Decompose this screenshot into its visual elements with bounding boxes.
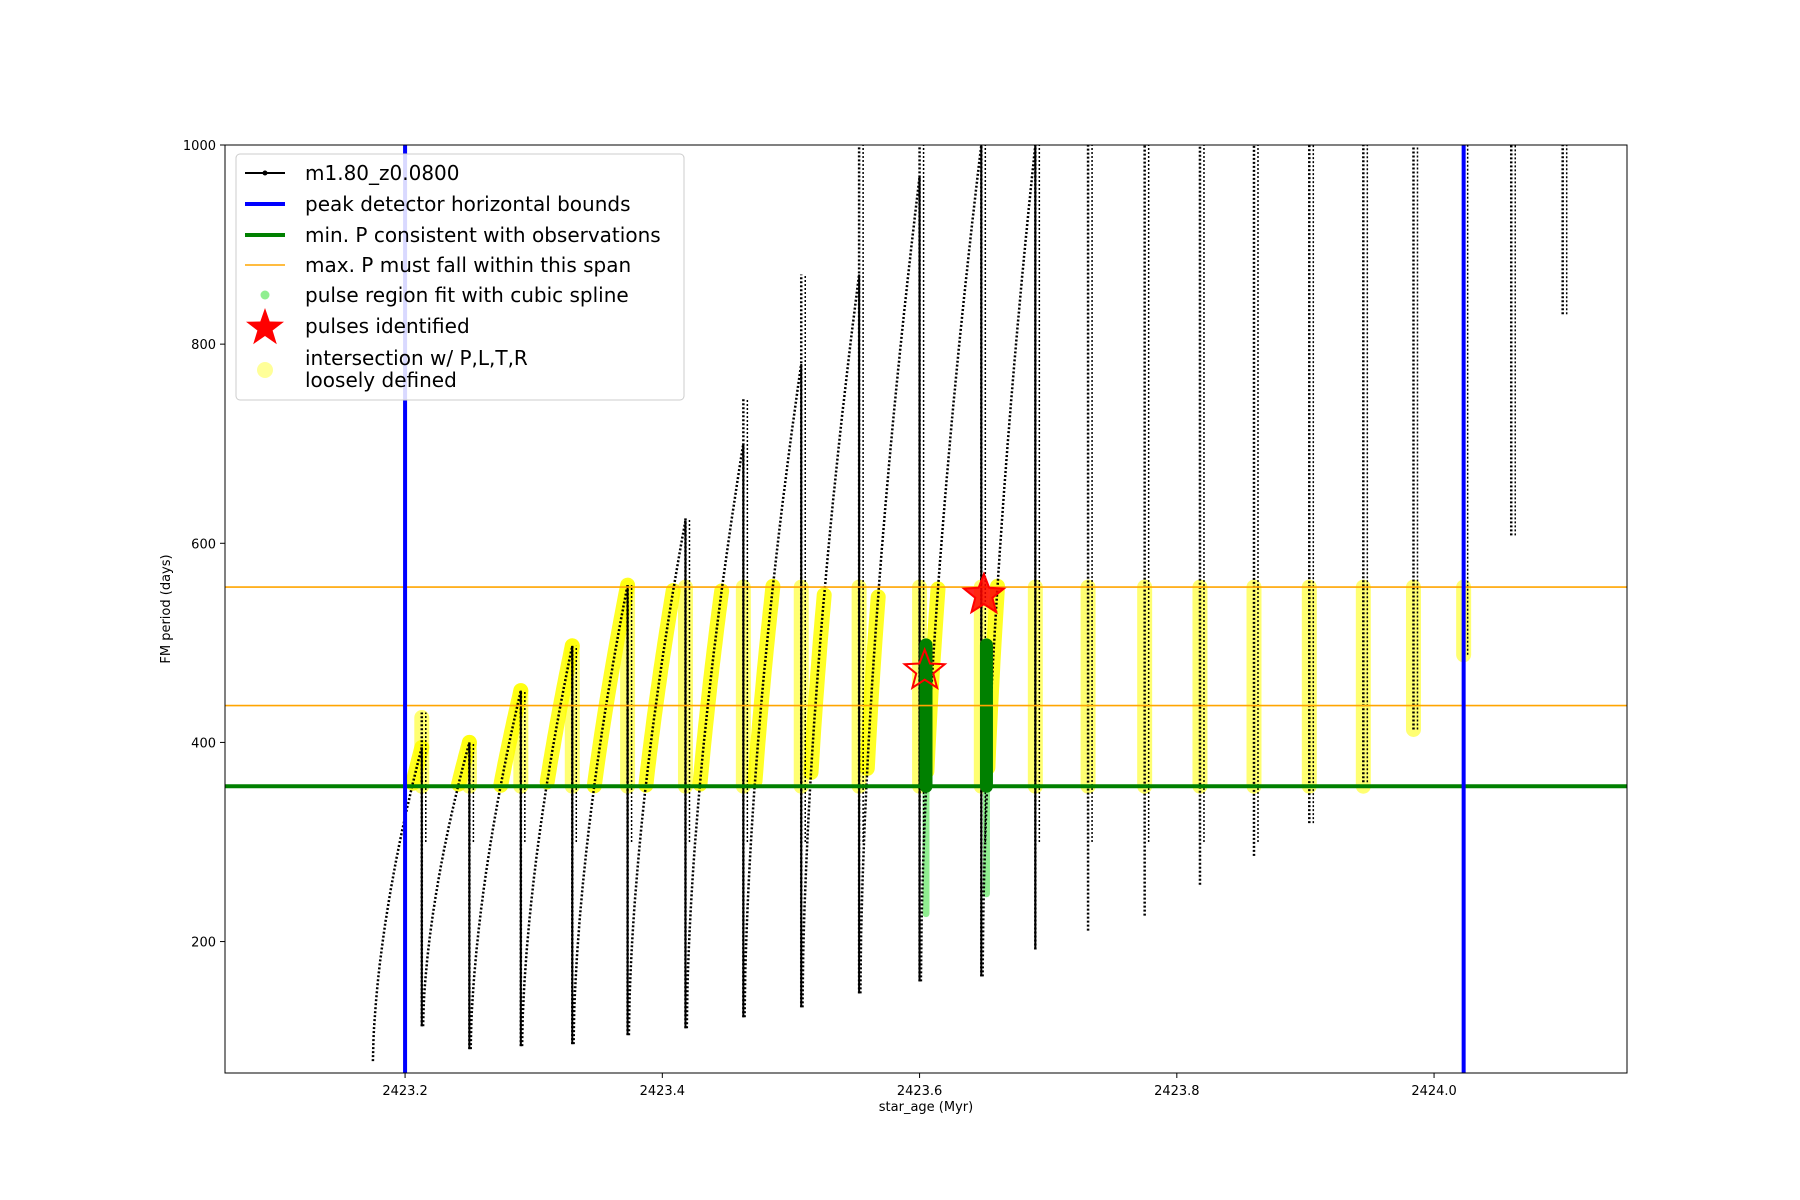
pulse-identified-star-fill (963, 574, 1004, 612)
legend-label: intersection w/ P,L,T,R (305, 346, 528, 370)
x-tick-label: 2423.8 (1154, 1084, 1200, 1099)
model-track-arc (685, 443, 745, 1029)
yellow-intersection-arc (747, 578, 781, 789)
yellow-intersection-arc (692, 583, 730, 792)
x-tick-label: 2423.6 (897, 1084, 943, 1099)
plot-frame (224, 144, 1628, 1074)
pulse-identified-star (902, 646, 948, 690)
legend-label: min. P consistent with observations (305, 223, 661, 247)
model-track-arc (520, 645, 574, 1047)
legend-swatch-dot (262, 170, 268, 176)
model-track-arc (572, 584, 629, 1045)
legend-label: max. P must fall within this span (305, 253, 631, 277)
x-tick-label: 2423.2 (382, 1084, 428, 1099)
y-tick-label: 600 (191, 537, 216, 552)
yellow-intersection-arc (859, 589, 886, 776)
plot-area (225, 145, 1627, 1073)
x-tick-label: 2423.4 (640, 1084, 686, 1099)
model-track-arc (627, 520, 687, 1036)
model-track-arc (371, 747, 424, 1062)
y-tick-label: 1000 (183, 139, 216, 154)
model-track-arc (421, 742, 471, 1027)
y-tick-label: 400 (191, 736, 216, 751)
model-track-arc (469, 690, 523, 1050)
model-track-arc (801, 274, 861, 1008)
x-axis-title: star_age (Myr) (879, 1100, 973, 1115)
legend-label: peak detector horizontal bounds (305, 192, 631, 216)
model-track-arc (859, 176, 921, 994)
y-tick-label: 200 (191, 936, 216, 951)
legend-swatch-star (246, 308, 284, 345)
legend-label: pulses identified (305, 314, 470, 338)
legend-label: m1.80_z0.0800 (305, 161, 460, 185)
model-track-arc (981, 145, 1037, 977)
y-tick-label: 800 (191, 338, 216, 353)
legend-label: loosely defined (305, 368, 457, 392)
model-track-arc (919, 145, 983, 982)
model-track-arc (743, 363, 803, 1018)
x-tick-label: 2424.0 (1411, 1084, 1457, 1099)
y-axis-title: FM period (days) (159, 554, 174, 663)
legend-swatch-dot (260, 290, 270, 300)
legend-swatch-circle (257, 362, 273, 378)
axes: 2423.2 2423.4 2423.6 2423.8 2424.0 200 400 600 8… (183, 139, 1457, 1099)
legend-label: pulse region fit with cubic spline (305, 283, 629, 307)
legend-box (235, 153, 685, 401)
